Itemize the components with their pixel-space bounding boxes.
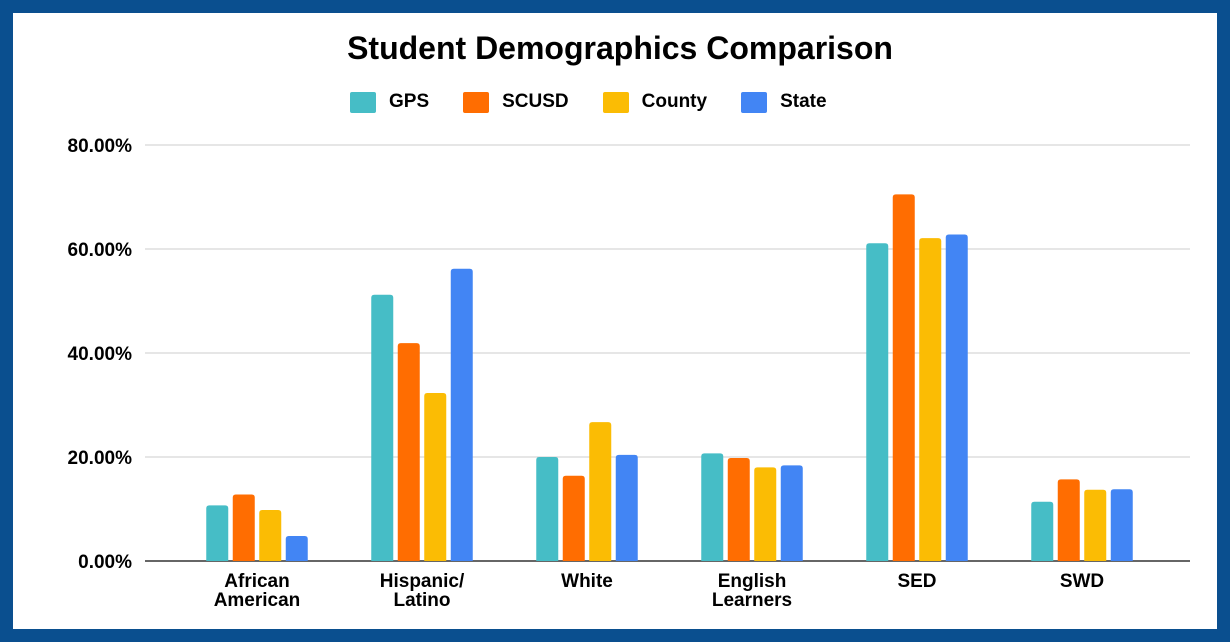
bar-county	[589, 422, 612, 561]
bar-gps	[866, 243, 889, 561]
legend-label-gps: GPS	[389, 91, 430, 112]
x-tick-label: American	[214, 590, 301, 611]
bar-scusd	[562, 475, 585, 561]
legend-swatch-state	[741, 91, 768, 113]
legend-item-scusd: SCUSD	[463, 91, 569, 113]
bar-scusd	[397, 343, 420, 561]
bar-scusd	[727, 458, 750, 561]
bar-scusd	[1057, 479, 1080, 561]
legend-swatch-scusd	[463, 91, 490, 113]
bar-gps	[371, 294, 394, 561]
y-tick-label: 80.00%	[68, 136, 133, 157]
y-tick-label: 20.00%	[68, 448, 133, 469]
bar-state	[945, 234, 968, 561]
x-tick-label: English	[718, 571, 787, 592]
legend-item-county: County	[602, 91, 708, 113]
bar-state	[615, 454, 638, 561]
bar-county	[1084, 489, 1107, 561]
bar-state	[780, 465, 803, 561]
legend-label-state: State	[780, 91, 827, 112]
x-tick-label: Latino	[394, 590, 451, 611]
x-tick-label: Learners	[712, 590, 792, 611]
bar-state	[450, 268, 473, 561]
bar-state	[1110, 489, 1133, 561]
y-tick-label: 60.00%	[68, 240, 133, 261]
bar-gps	[701, 453, 724, 561]
x-tick-label: White	[561, 571, 613, 592]
legend-label-scusd: SCUSD	[502, 91, 569, 112]
bar-county	[919, 238, 942, 561]
bar-state	[285, 536, 308, 561]
legend-item-state: State	[741, 91, 827, 113]
chart-title: Student Demographics Comparison	[347, 30, 893, 66]
legend-swatch-gps	[350, 91, 376, 113]
bar-county	[259, 510, 282, 561]
legend-swatch-county	[602, 91, 629, 113]
bar-county	[424, 393, 447, 561]
chart-legend: GPS SCUSD County State	[350, 89, 861, 115]
legend-label-county: County	[641, 91, 708, 112]
x-tick-label: SWD	[1060, 571, 1104, 592]
x-tick-label: SED	[897, 571, 936, 592]
bar-gps	[206, 505, 229, 561]
bar-county	[754, 467, 777, 561]
legend-item-gps: GPS	[350, 91, 429, 113]
x-tick-label: Hispanic/	[380, 571, 465, 592]
x-tick-label: African	[224, 571, 289, 592]
y-tick-label: 0.00%	[78, 552, 132, 573]
bar-gps	[1031, 501, 1054, 561]
bar-scusd	[892, 194, 915, 561]
bar-scusd	[232, 494, 255, 561]
y-tick-label: 40.00%	[68, 344, 133, 365]
bar-gps	[536, 457, 559, 561]
